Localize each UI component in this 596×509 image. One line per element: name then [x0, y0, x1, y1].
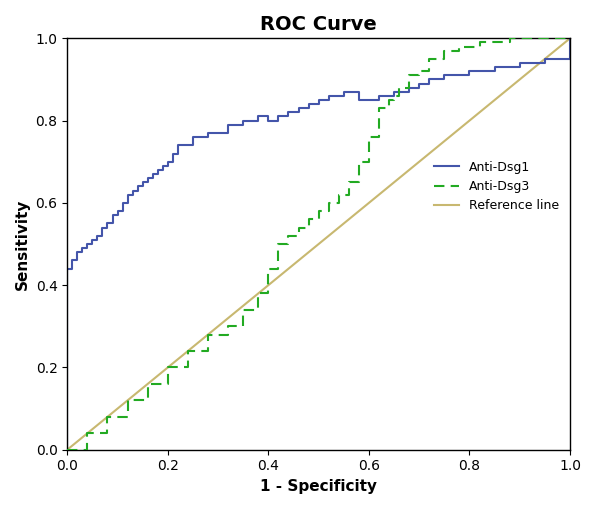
Legend: Anti-Dsg1, Anti-Dsg3, Reference line: Anti-Dsg1, Anti-Dsg3, Reference line [429, 156, 564, 217]
Title: ROC Curve: ROC Curve [260, 15, 377, 34]
X-axis label: 1 - Specificity: 1 - Specificity [260, 479, 377, 494]
Y-axis label: Sensitivity: Sensitivity [15, 199, 30, 290]
